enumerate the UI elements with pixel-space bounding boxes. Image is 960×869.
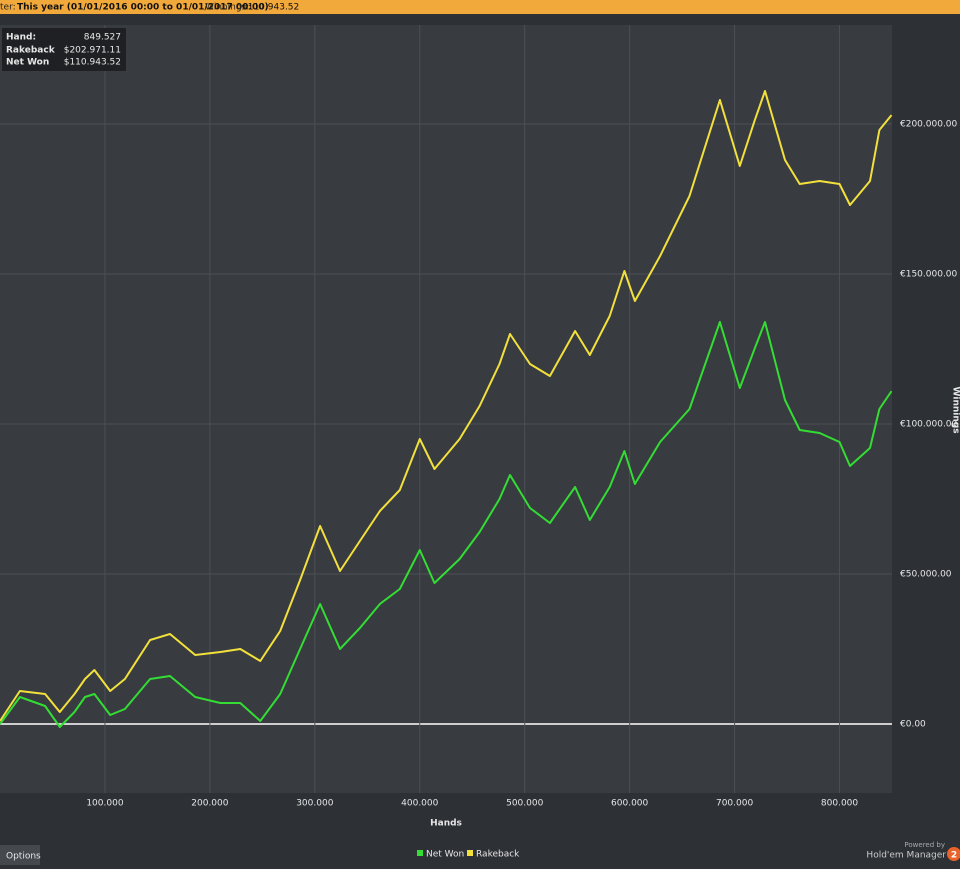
x-tick-label: 100.000 — [86, 799, 123, 809]
info-label: Net Won — [6, 58, 49, 68]
x-tick-label: 600.000 — [611, 799, 648, 809]
winnings-value: €110.943.52 — [242, 3, 299, 13]
legend-label: Rakeback — [476, 850, 520, 860]
legend: Net Won Rakeback — [417, 850, 520, 860]
info-value: $110.943.52 — [64, 58, 121, 68]
filter-label: ter: — [0, 3, 16, 13]
legend-swatch — [467, 850, 473, 856]
y-tick-label: €0.00 — [900, 720, 926, 730]
x-tick-label: 200.000 — [191, 799, 228, 809]
powered-by: Powered by — [904, 841, 945, 849]
legend-label: Net Won — [426, 850, 464, 860]
x-tick-label: 800.000 — [821, 799, 858, 809]
x-tick-label: 500.000 — [506, 799, 543, 809]
y-tick-label: €100.000.00 — [900, 420, 958, 430]
options-label[interactable]: Options — [6, 852, 41, 862]
x-tick-label: 400.000 — [401, 799, 438, 809]
y-tick-label: €150.000.00 — [900, 270, 958, 280]
info-value: $202.971.11 — [64, 46, 121, 56]
y-tick-label: €50.000.00 — [900, 570, 952, 580]
x-tick-label: 700.000 — [716, 799, 753, 809]
legend-swatch — [417, 850, 423, 856]
x-axis-label: Hands — [430, 819, 462, 829]
x-tick-label: 300.000 — [296, 799, 333, 809]
info-value: 849.527 — [84, 33, 121, 43]
info-label: Rakeback — [6, 46, 56, 56]
y-tick-label: €200.000.00 — [900, 120, 958, 130]
brand-badge-text: 2 — [951, 851, 957, 861]
info-label: Hand: — [6, 33, 36, 43]
plot-area — [0, 25, 892, 793]
brand: Hold'em Manager — [866, 851, 946, 861]
